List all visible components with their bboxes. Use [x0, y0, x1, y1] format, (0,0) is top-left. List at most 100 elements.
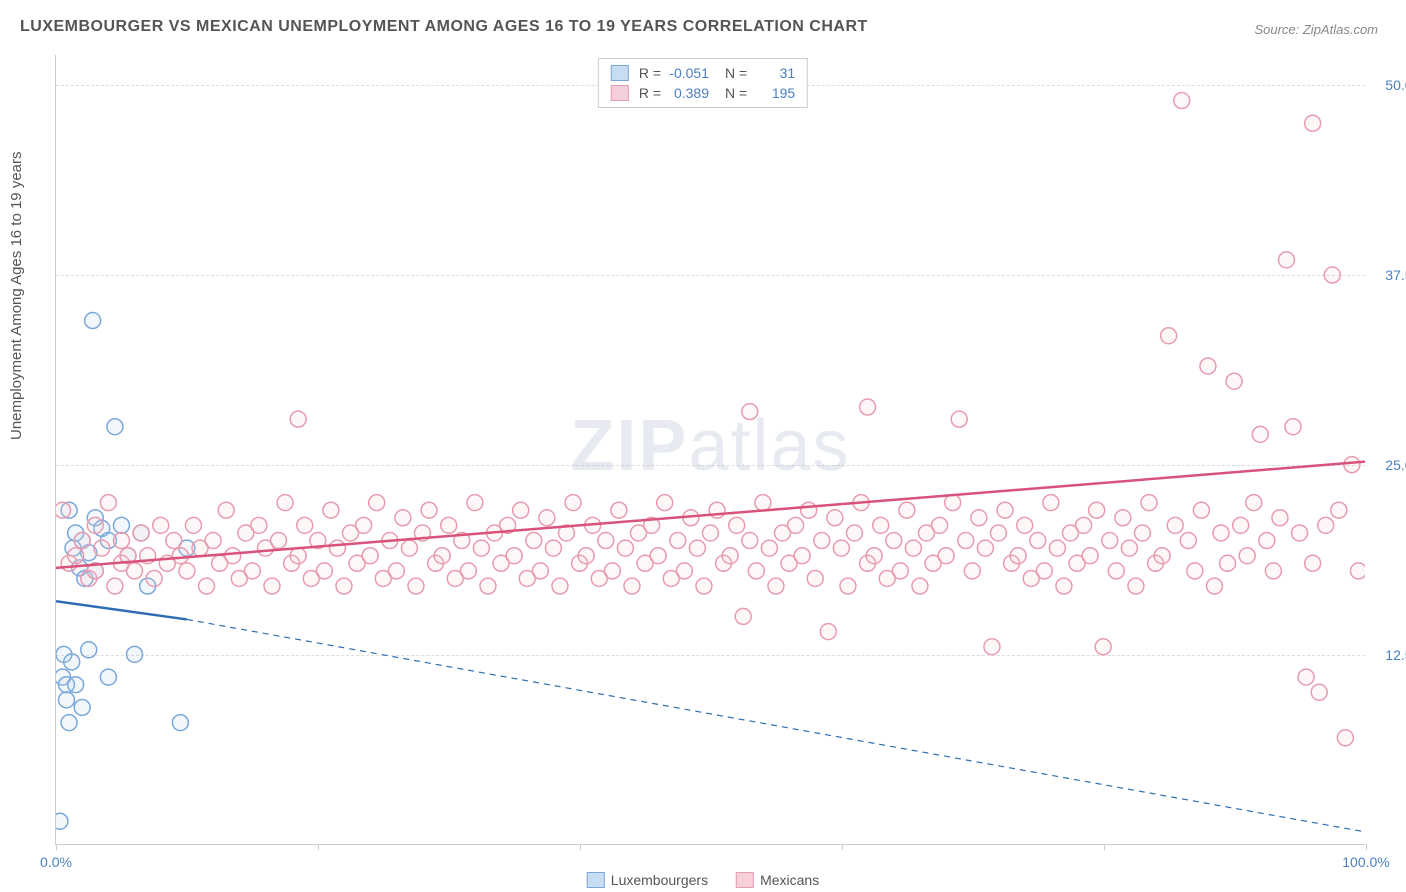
data-point [761, 540, 777, 556]
data-point [133, 525, 149, 541]
legend: LuxembourgersMexicans [587, 872, 819, 888]
data-point [323, 502, 339, 518]
data-point [526, 533, 542, 549]
data-point [735, 608, 751, 624]
data-point [513, 502, 529, 518]
data-point [199, 578, 215, 594]
data-point [997, 502, 1013, 518]
data-point [1331, 502, 1347, 518]
data-point [545, 540, 561, 556]
data-point [886, 533, 902, 549]
data-point [1180, 533, 1196, 549]
data-point [742, 404, 758, 420]
data-point [1076, 517, 1092, 533]
data-point [990, 525, 1006, 541]
data-point [801, 502, 817, 518]
data-point [617, 540, 633, 556]
data-point [1272, 510, 1288, 526]
xtick-label: 100.0% [1342, 854, 1389, 870]
legend-item: Luxembourgers [587, 872, 708, 888]
data-point [814, 533, 830, 549]
ytick-label: 25.0% [1370, 457, 1406, 473]
data-point [899, 502, 915, 518]
data-point [1089, 502, 1105, 518]
data-point [1161, 328, 1177, 344]
data-point [1115, 510, 1131, 526]
ytick-label: 12.5% [1370, 647, 1406, 663]
stat-N-label: N = [725, 83, 747, 103]
data-point [1102, 533, 1118, 549]
data-point [1082, 548, 1098, 564]
data-point [873, 517, 889, 533]
data-point [218, 502, 234, 518]
data-point [113, 517, 129, 533]
data-point [1259, 533, 1275, 549]
data-point [58, 692, 74, 708]
data-point [1318, 517, 1334, 533]
data-point [74, 699, 90, 715]
data-point [958, 533, 974, 549]
data-point [866, 548, 882, 564]
data-point [860, 399, 876, 415]
xtick [580, 844, 581, 850]
xtick [318, 844, 319, 850]
data-point [984, 639, 1000, 655]
data-point [441, 517, 457, 533]
data-point [68, 548, 84, 564]
data-point [64, 654, 80, 670]
data-point [611, 502, 627, 518]
y-axis-label: Unemployment Among Ages 16 to 19 years [8, 151, 25, 440]
stats-row: R =0.389N =195 [611, 83, 795, 103]
data-point [316, 563, 332, 579]
data-point [127, 563, 143, 579]
data-point [356, 517, 372, 533]
data-point [329, 540, 345, 556]
data-point [807, 570, 823, 586]
data-point [722, 548, 738, 564]
xtick [1366, 844, 1367, 850]
data-point [1036, 563, 1052, 579]
chart-svg [56, 55, 1365, 844]
data-point [264, 578, 280, 594]
data-point [251, 517, 267, 533]
data-point [650, 548, 666, 564]
data-point [1337, 730, 1353, 746]
data-point [1344, 457, 1360, 473]
data-point [107, 578, 123, 594]
xtick [1104, 844, 1105, 850]
data-point [401, 540, 417, 556]
data-point [840, 578, 856, 594]
data-point [107, 419, 123, 435]
data-point [1043, 495, 1059, 511]
data-point [1220, 555, 1236, 571]
data-point [74, 533, 90, 549]
data-point [1265, 563, 1281, 579]
data-point [1095, 639, 1111, 655]
data-point [604, 563, 620, 579]
data-point [434, 548, 450, 564]
data-point [670, 533, 686, 549]
data-point [1193, 502, 1209, 518]
data-point [127, 646, 143, 662]
data-point [657, 495, 673, 511]
data-point [1154, 548, 1170, 564]
data-point [833, 540, 849, 556]
data-point [912, 578, 928, 594]
data-point [552, 578, 568, 594]
series-swatch [736, 872, 754, 888]
data-point [1141, 495, 1157, 511]
stat-R-value: -0.051 [669, 63, 709, 83]
stat-N-label: N = [725, 63, 747, 83]
data-point [179, 563, 195, 579]
data-point [1174, 93, 1190, 109]
data-point [68, 677, 84, 693]
data-point [1305, 555, 1321, 571]
data-point [1213, 525, 1229, 541]
data-point [153, 517, 169, 533]
data-point [696, 578, 712, 594]
data-point [971, 510, 987, 526]
stat-R-value: 0.389 [669, 83, 709, 103]
data-point [1311, 684, 1327, 700]
data-point [408, 578, 424, 594]
data-point [87, 517, 103, 533]
